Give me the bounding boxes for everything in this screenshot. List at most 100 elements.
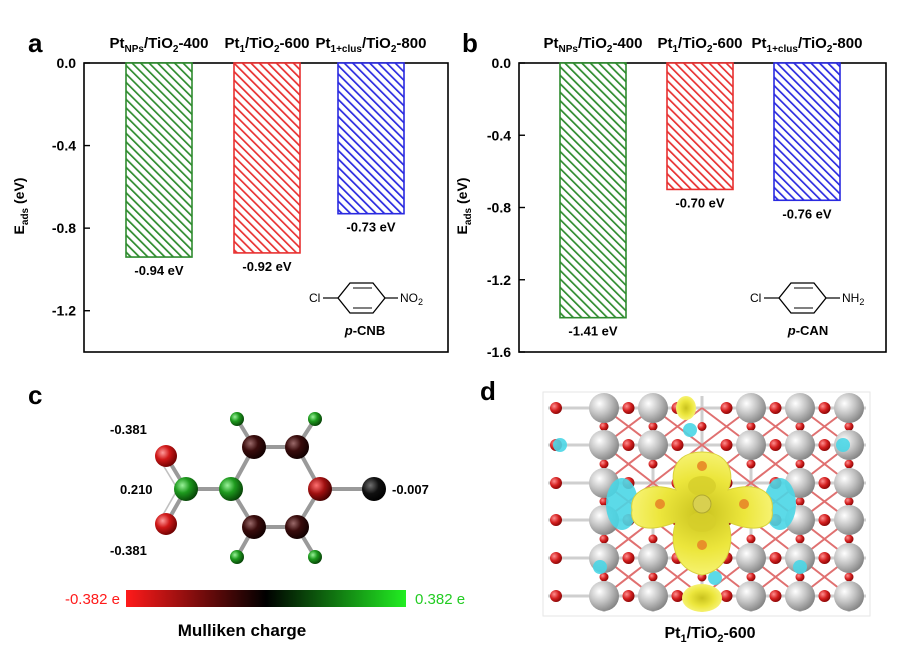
y-tick-label: -0.4 [487, 127, 511, 143]
titanium-atom [834, 581, 864, 611]
oxygen-atom [622, 439, 635, 451]
oxygen-atom [818, 552, 831, 564]
oxygen-atom [622, 590, 635, 602]
atom-chlorine [362, 477, 386, 501]
oxygen-atom [746, 534, 756, 544]
charge-label-oxygen-top: -0.381 [110, 422, 147, 437]
atom-hydrogen [308, 550, 322, 564]
panel-letter-c: c [28, 380, 42, 410]
bar-3 [337, 62, 405, 215]
panel-a: a 0.0 -0.4 -0.8 -1.2 -0.94 eV -0.92 eV -0.73 … [11, 28, 449, 353]
bar-value-label: -0.76 eV [782, 206, 831, 221]
oxygen-atom [746, 422, 756, 431]
oxygen-atom [844, 572, 854, 582]
oxygen-atom [599, 459, 609, 469]
charge-accumulation-lobe [676, 396, 696, 420]
titanium-atom [638, 543, 668, 573]
atom-hydrogen [230, 550, 244, 564]
colorbar-title: Mulliken charge [178, 621, 306, 640]
categories-b: PtNPs/TiO2-400 Pt1/TiO2-600 Pt1+clus/TiO2-… [544, 35, 863, 55]
panel-d-caption: Pt1/TiO2-600 [664, 625, 755, 645]
atom-carbon-ipso [219, 477, 243, 501]
atom-carbon [285, 515, 309, 539]
bar-2 [666, 62, 734, 191]
oxygen-atom [844, 459, 854, 469]
charge-depletion-lobe [708, 571, 722, 585]
panel-b: b 0.0 -0.4 -0.8 -1.2 -1.6 -1.41 eV -0.70 eV -0… [454, 28, 887, 360]
bar-value-label: -0.94 eV [134, 263, 183, 278]
y-tick-label: 0.0 [57, 55, 77, 71]
atom-carbon-para [308, 477, 332, 501]
oxygen-atom [818, 590, 831, 602]
bars-a: -0.94 eV -0.92 eV -0.73 eV [125, 62, 405, 278]
oxygen-atom [769, 402, 782, 414]
charge-accumulation-lobe [682, 584, 722, 612]
titanium-atom [589, 430, 619, 460]
charge-label-nitrogen: 0.210 [120, 482, 153, 497]
oxygen-atom [648, 422, 658, 431]
oxygen-atom [844, 422, 854, 431]
bar-1 [559, 62, 627, 319]
atom-carbon [285, 435, 309, 459]
titanium-atom [785, 543, 815, 573]
category-label: PtNPs/TiO2-400 [110, 35, 209, 55]
y-axis-a: 0.0 -0.4 -0.8 -1.2 [52, 55, 90, 319]
titanium-atom [589, 581, 619, 611]
oxygen-atom [769, 439, 782, 451]
y-axis-b: 0.0 -0.4 -0.8 -1.2 -1.6 [487, 55, 525, 360]
oxygen-atom [720, 590, 733, 602]
oxygen-atom [697, 540, 707, 550]
oxygen-atom [550, 514, 562, 526]
oxygen-atom [818, 477, 831, 489]
titanium-atom [736, 581, 766, 611]
titanium-atom [736, 543, 766, 573]
bar-1 [125, 62, 193, 258]
titanium-atom [834, 543, 864, 573]
y-tick-label: -1.2 [52, 303, 76, 319]
panel-c: c [28, 380, 465, 640]
pt-atom-shadow [688, 476, 716, 496]
panel-letter-a: a [28, 28, 43, 58]
oxygen-atom [746, 572, 756, 582]
oxygen-atom [795, 459, 805, 469]
category-label: Pt1/TiO2-600 [224, 35, 309, 55]
oxygen-atom [648, 459, 658, 469]
oxygen-atom [795, 422, 805, 431]
oxygen-atom [550, 402, 562, 414]
atom-nitrogen [174, 477, 198, 501]
oxygen-atom [720, 439, 733, 451]
charge-depletion-lobe [836, 438, 850, 452]
molecule-left-group-b: Cl [750, 291, 761, 305]
charge-label-chlorine: -0.007 [392, 482, 429, 497]
tio2-lattice [548, 393, 866, 612]
oxygen-atom [550, 590, 562, 602]
titanium-atom [638, 430, 668, 460]
oxygen-atom [769, 552, 782, 564]
charge-depletion-lobe [683, 423, 697, 437]
y-tick-label: -0.4 [52, 138, 76, 154]
y-tick-label: -0.8 [487, 200, 511, 216]
oxygen-atom [599, 572, 609, 582]
molecule-right-group-a: NO2 [400, 291, 423, 307]
oxygen-atom [844, 534, 854, 544]
molecule-pcan: Cl NH2 p-CAN [750, 282, 864, 338]
oxygen-atom [671, 590, 684, 602]
panel-letter-d: d [480, 376, 496, 406]
atom-hydrogen [308, 412, 322, 426]
oxygen-atom [648, 572, 658, 582]
molecule-right-group-b: NH2 [842, 291, 864, 307]
charge-depletion-lobe [553, 438, 567, 452]
oxygen-atom [648, 534, 658, 544]
oxygen-atom [795, 534, 805, 544]
categories-a: PtNPs/TiO2-400 Pt1/TiO2-600 Pt1+clus/TiO2-… [110, 35, 427, 55]
category-label: PtNPs/TiO2-400 [544, 35, 643, 55]
charge-depletion-lobe [606, 478, 638, 530]
y-axis-label-b: Eads (eV) [454, 178, 474, 235]
molecule-pcnb: Cl NO2 p-CNB [309, 282, 423, 338]
category-label: Pt1+clus/TiO2-800 [316, 35, 427, 55]
y-tick-label: -1.2 [487, 272, 511, 288]
y-tick-label: -1.6 [487, 344, 511, 360]
titanium-atom [785, 430, 815, 460]
y-axis-label-a: Eads (eV) [11, 178, 31, 235]
pt-atom-shadow [688, 512, 716, 532]
